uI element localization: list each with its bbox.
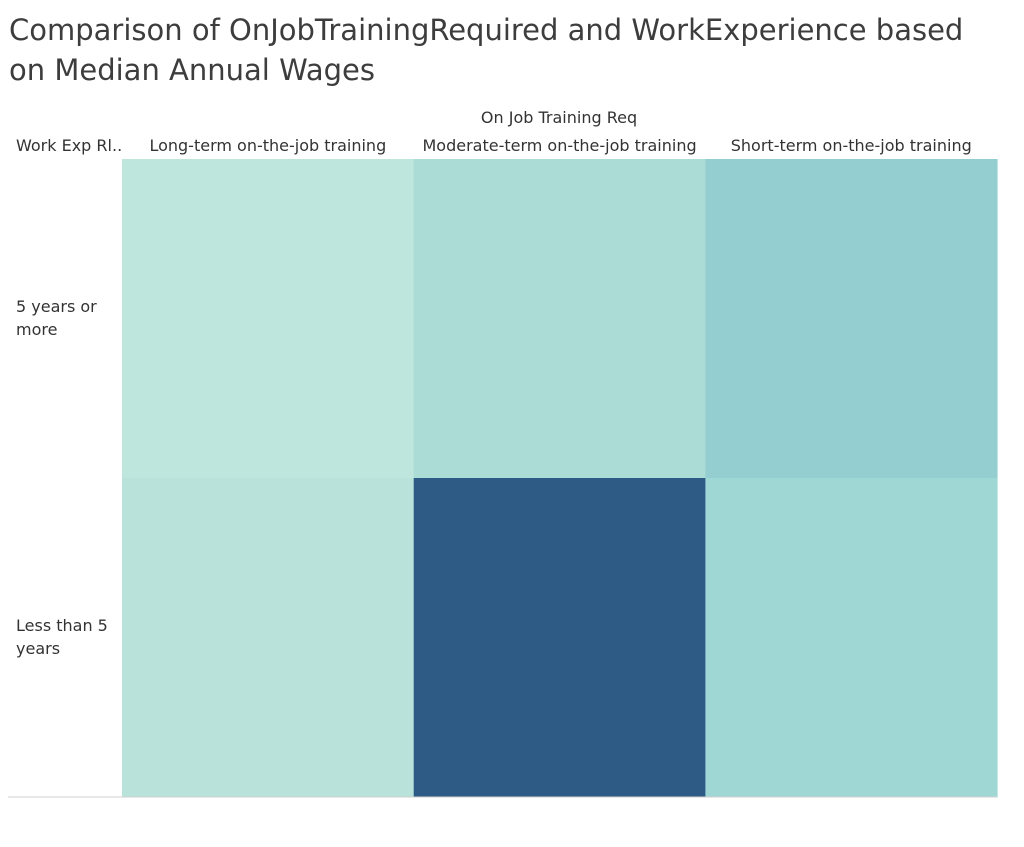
heatmap-cells xyxy=(122,159,998,798)
heatmap-cell xyxy=(705,159,998,479)
heatmap-cell xyxy=(413,159,706,479)
row-label: Less than 5 years xyxy=(16,616,108,658)
column-labels: Long-term on-the-job training Moderate-te… xyxy=(149,136,971,155)
heatmap-cell xyxy=(122,159,415,479)
column-label: Moderate-term on-the-job training xyxy=(422,136,696,155)
chart-title: Comparison of OnJobTrainingRequired and … xyxy=(9,13,964,87)
column-label: Short-term on-the-job training xyxy=(731,136,972,155)
heatmap-cell xyxy=(413,478,706,798)
heatmap-cell xyxy=(122,478,415,798)
row-label: 5 years or more xyxy=(16,297,97,339)
row-header: Work Exp Rl.. xyxy=(16,136,122,155)
heatmap-cell xyxy=(705,478,998,798)
row-labels: 5 years or more Less than 5 years xyxy=(16,297,108,658)
column-header: On Job Training Req xyxy=(481,108,637,127)
column-label: Long-term on-the-job training xyxy=(149,136,386,155)
